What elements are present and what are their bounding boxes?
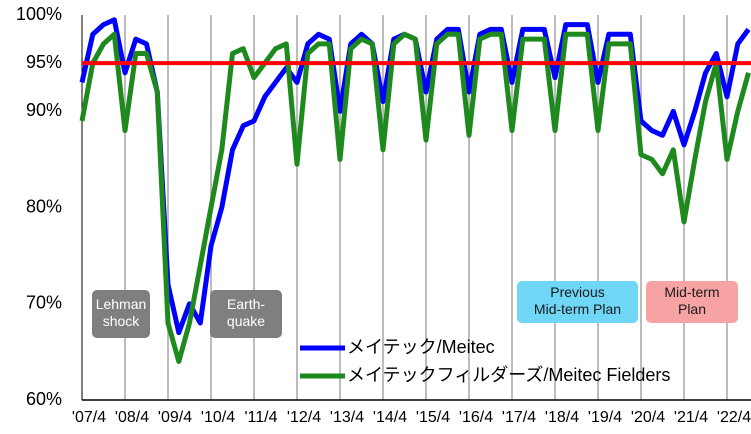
x-tick-label: '19/4 (588, 409, 622, 426)
annotation-text: Mid-term (664, 284, 719, 300)
annotation-text: shock (103, 313, 141, 329)
y-tick-label: 90% (26, 100, 62, 120)
annotation-text: Previous (550, 284, 604, 300)
series-line (79, 31, 751, 364)
x-tick-label: '22/4 (717, 409, 751, 426)
x-tick-label: '18/4 (545, 409, 579, 426)
x-tick-label: '09/4 (158, 409, 192, 426)
annotation-text: Lehman (96, 296, 147, 312)
x-tick-label: '21/4 (674, 409, 708, 426)
legend-label: メイテックフィルダーズ/Meitec Fielders (347, 365, 670, 385)
x-tick-label: '16/4 (459, 409, 493, 426)
x-tick-label: '08/4 (115, 409, 149, 426)
x-tick-label: '10/4 (201, 409, 235, 426)
x-tick-label: '13/4 (330, 409, 364, 426)
x-tick-label: '20/4 (631, 409, 665, 426)
annotation-text: Mid-term Plan (534, 301, 621, 317)
y-tick-label: 70% (26, 293, 62, 313)
y-tick-label: 100% (16, 4, 62, 24)
annotation-box (646, 281, 738, 323)
y-tick-label: 95% (26, 52, 62, 72)
legend-label: メイテック/Meitec (347, 337, 495, 357)
y-tick-label: 60% (26, 389, 62, 409)
x-tick-label: '07/4 (72, 409, 106, 426)
y-tick-label: 80% (26, 196, 62, 216)
x-tick-label: '11/4 (244, 409, 277, 426)
annotation-text: Plan (678, 301, 706, 317)
annotation-text: Earth- (227, 296, 265, 312)
annotation-box (210, 290, 282, 338)
x-tick-label: '12/4 (287, 409, 321, 426)
x-tick-label: '15/4 (416, 409, 450, 426)
x-tick-label: '17/4 (502, 409, 536, 426)
annotation-box (92, 290, 150, 338)
annotation-text: quake (227, 313, 265, 329)
annotation-box (517, 281, 638, 323)
x-tick-label: '14/4 (373, 409, 407, 426)
